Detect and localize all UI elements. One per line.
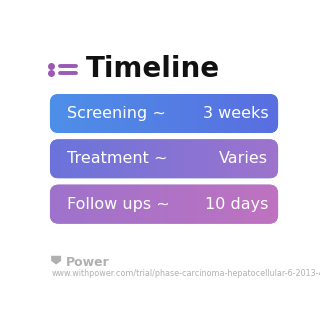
Text: Screening ~: Screening ~ (67, 106, 166, 121)
Text: 10 days: 10 days (205, 197, 268, 212)
Text: www.withpower.com/trial/phase-carcinoma-hepatocellular-6-2013-42bc0: www.withpower.com/trial/phase-carcinoma-… (51, 269, 320, 278)
FancyBboxPatch shape (50, 139, 278, 178)
Text: Treatment ~: Treatment ~ (67, 151, 168, 166)
FancyBboxPatch shape (50, 94, 278, 133)
Text: Varies: Varies (219, 151, 268, 166)
FancyBboxPatch shape (50, 185, 278, 224)
Text: Follow ups ~: Follow ups ~ (67, 197, 170, 212)
Polygon shape (51, 256, 61, 265)
Text: 3 weeks: 3 weeks (203, 106, 268, 121)
Text: Power: Power (66, 256, 110, 268)
Text: Timeline: Timeline (86, 56, 220, 83)
